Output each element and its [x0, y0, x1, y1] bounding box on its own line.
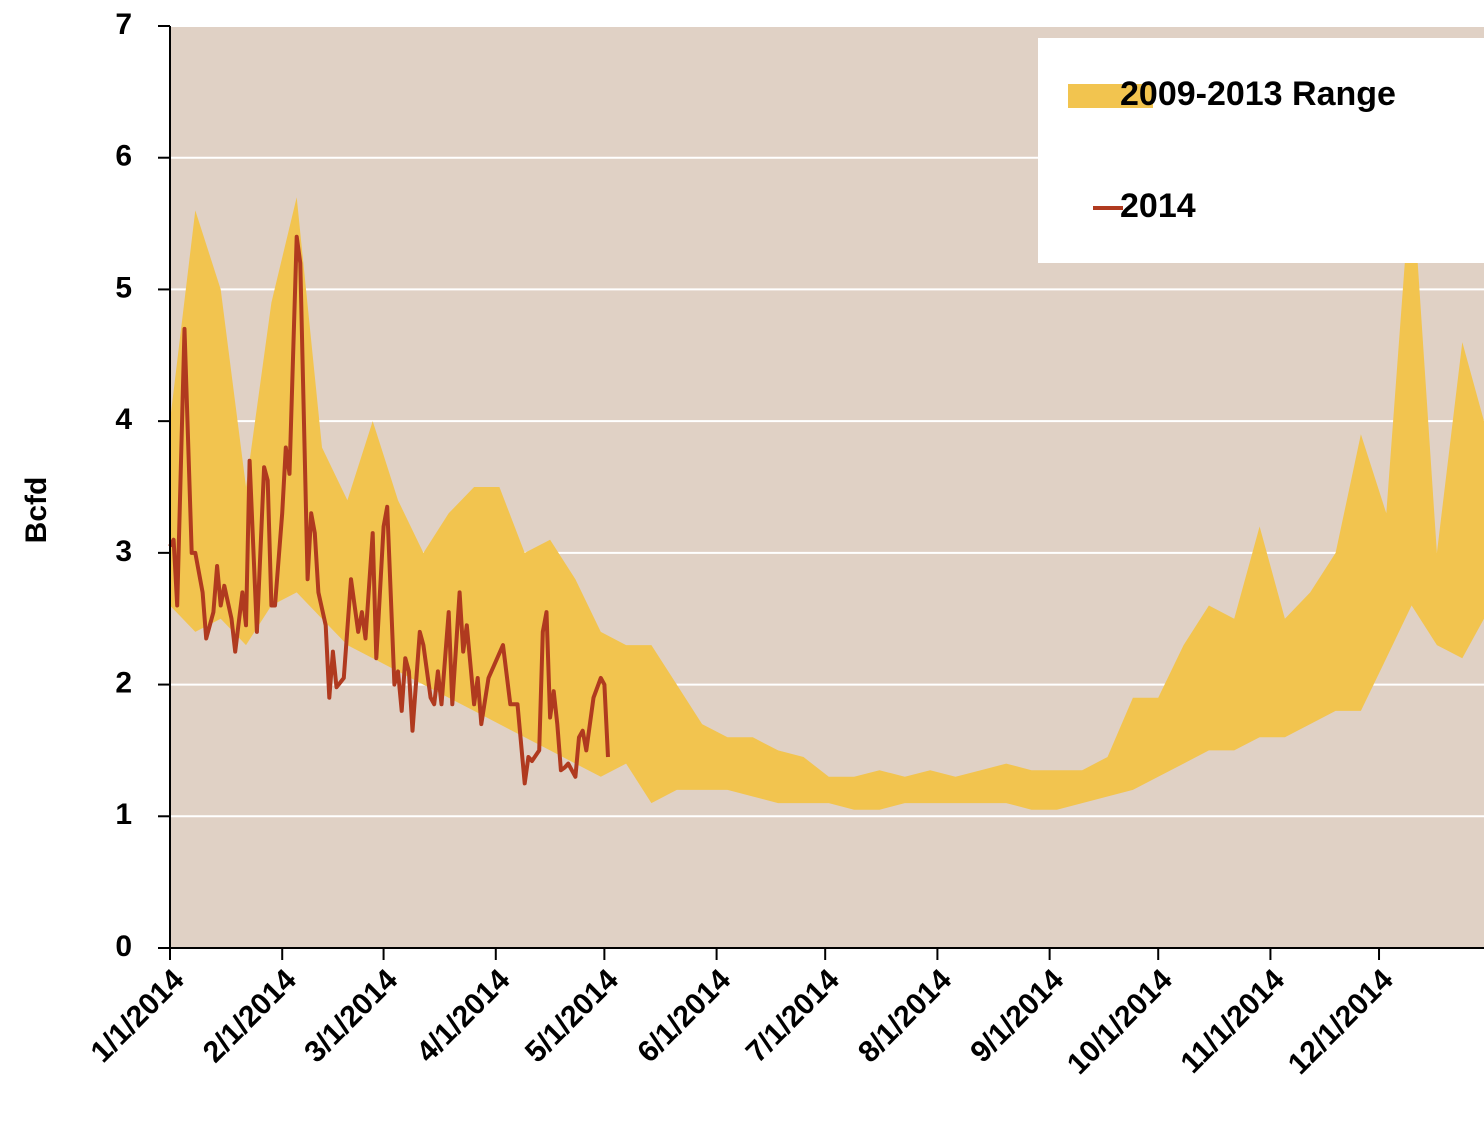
x-tick-label: 1/1/2014: [85, 963, 191, 1069]
y-tick-label: 3: [115, 535, 132, 568]
x-tick-label: 6/1/2014: [631, 963, 737, 1069]
y-tick-label: 5: [115, 271, 132, 304]
range-area: [170, 170, 1484, 810]
y-axis-title: Bcfd: [20, 477, 53, 544]
x-tick-label: 5/1/2014: [519, 963, 625, 1069]
y-tick-label: 2: [115, 666, 132, 699]
legend-box: [1038, 38, 1484, 263]
x-tick-label: 12/1/2014: [1282, 963, 1400, 1081]
y-tick-label: 1: [115, 798, 132, 831]
x-tick-label: 10/1/2014: [1061, 963, 1179, 1081]
y-tick-label: 6: [115, 140, 132, 173]
x-tick-label: 7/1/2014: [740, 963, 846, 1069]
y-tick-label: 7: [115, 8, 132, 41]
x-tick-label: 3/1/2014: [298, 963, 404, 1069]
legend-swatch: [1068, 84, 1153, 108]
legend-label: 2009-2013 Range: [1120, 75, 1396, 113]
x-tick-label: 11/1/2014: [1174, 963, 1291, 1080]
line-2014: [168, 234, 610, 786]
legend-label: 2014: [1120, 187, 1196, 225]
x-tick-label: 2/1/2014: [197, 963, 303, 1069]
x-tick-label: 4/1/2014: [410, 963, 516, 1069]
x-tick-label: 8/1/2014: [852, 963, 958, 1069]
x-tick-label: 9/1/2014: [964, 963, 1070, 1069]
y-tick-label: 4: [115, 403, 132, 436]
y-tick-label: 0: [115, 930, 132, 963]
